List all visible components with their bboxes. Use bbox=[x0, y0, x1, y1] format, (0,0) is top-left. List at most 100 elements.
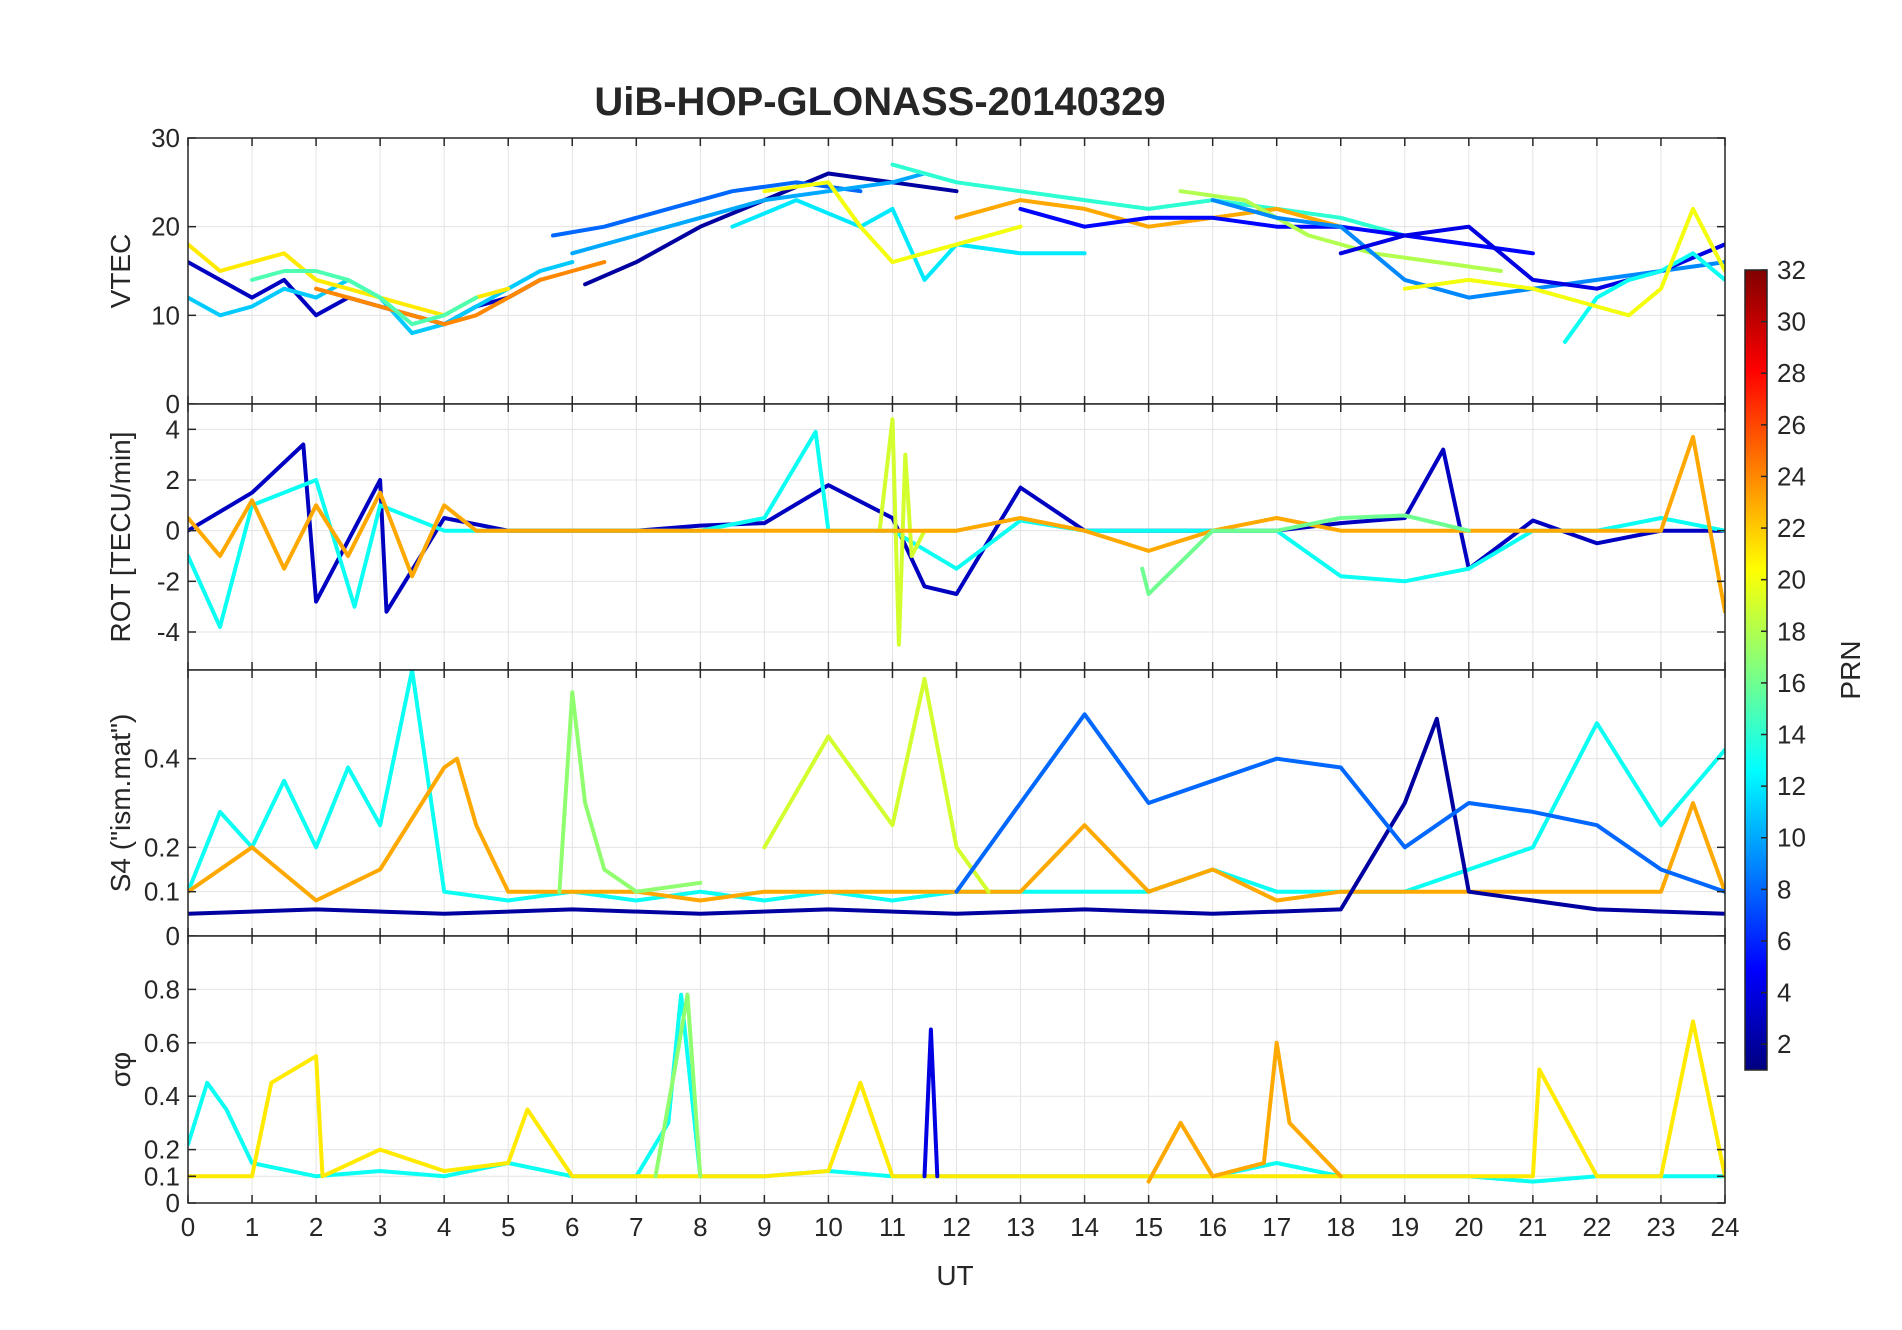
colorbar-tick-label: 32 bbox=[1777, 255, 1806, 285]
y-axis-label: VTEC bbox=[105, 234, 136, 309]
series-prn-8 bbox=[954, 712, 1725, 894]
x-tick-label: 5 bbox=[501, 1212, 515, 1242]
series-prn-23 bbox=[188, 434, 1725, 614]
series-prn-4 bbox=[922, 1027, 940, 1179]
y-tick-label: 0.2 bbox=[144, 1135, 180, 1165]
x-tick-label: 9 bbox=[757, 1212, 771, 1242]
panel-ticks bbox=[187, 936, 1726, 1204]
y-tick-label: 0 bbox=[166, 389, 180, 419]
series-prn-23 bbox=[1146, 1040, 1343, 1184]
x-tick-label: 8 bbox=[693, 1212, 707, 1242]
series-prn-15 bbox=[250, 269, 479, 327]
y-tick-label: 4 bbox=[166, 414, 180, 444]
colorbar-tick-label: 12 bbox=[1777, 771, 1806, 801]
y-axis-label: σφ bbox=[105, 1052, 136, 1087]
panel-rot: -4 -2 0 2 4 ROT [TECU/min] bbox=[105, 403, 1726, 671]
x-axis-label: UT bbox=[936, 1260, 973, 1291]
colorbar-bar bbox=[1744, 269, 1768, 1071]
series-prn-21 bbox=[188, 1019, 1725, 1179]
x-tick-label: 21 bbox=[1518, 1212, 1547, 1242]
colorbar-tick-label: 20 bbox=[1777, 565, 1806, 595]
x-tick-label: 17 bbox=[1262, 1212, 1291, 1242]
x-tick-label: 6 bbox=[565, 1212, 579, 1242]
colorbar-tick-label: 10 bbox=[1777, 823, 1806, 853]
colorbar-tick-label: 30 bbox=[1777, 307, 1806, 337]
y-tick-label: -2 bbox=[157, 566, 180, 596]
y-tick-label: 0 bbox=[166, 516, 180, 546]
y-tick-label: 0.1 bbox=[144, 877, 180, 907]
x-tick-label: 19 bbox=[1390, 1212, 1419, 1242]
y-tick-label: 20 bbox=[151, 212, 180, 242]
colorbar-tick-label: 2 bbox=[1777, 1029, 1791, 1059]
panel-series bbox=[188, 992, 1725, 1184]
x-tick-label: 22 bbox=[1582, 1212, 1611, 1242]
y-tick-label: 10 bbox=[151, 300, 180, 330]
series-prn-23 bbox=[954, 198, 1343, 229]
chart-title: UiB-HOP-GLONASS-20140329 bbox=[594, 80, 1165, 124]
series-prn-17 bbox=[653, 992, 703, 1179]
x-tick-label: 4 bbox=[437, 1212, 451, 1242]
series-prn-20 bbox=[1402, 206, 1725, 318]
series-prn-2 bbox=[188, 716, 1725, 916]
colorbar-tick-label: 22 bbox=[1777, 513, 1806, 543]
panel-s4: 0 0.1 0.2 0.4 S4 ("ism.mat") bbox=[105, 669, 1726, 951]
y-tick-label: 0.8 bbox=[144, 974, 180, 1004]
panel-series bbox=[188, 417, 1725, 647]
colorbar-tick-label: 28 bbox=[1777, 358, 1806, 388]
colorbar-tick-label: 26 bbox=[1777, 410, 1806, 440]
y-tick-label: 0.6 bbox=[144, 1028, 180, 1058]
series-prn-19 bbox=[762, 676, 991, 894]
y-axis-label: S4 ("ism.mat") bbox=[105, 714, 136, 893]
series-prn-23 bbox=[188, 756, 1725, 903]
panel-vtec: 0 10 20 30 VTEC bbox=[105, 123, 1726, 419]
x-tick-label: 0 bbox=[181, 1212, 195, 1242]
x-tick-label: 16 bbox=[1198, 1212, 1227, 1242]
x-tick-label: 10 bbox=[814, 1212, 843, 1242]
x-tick-label: 2 bbox=[309, 1212, 323, 1242]
colorbar-tick-label: 8 bbox=[1777, 874, 1791, 904]
x-tick-label: 23 bbox=[1646, 1212, 1675, 1242]
panel-grid bbox=[187, 404, 1726, 670]
series-prn-14 bbox=[890, 162, 1407, 238]
series-prn-12 bbox=[730, 198, 1087, 282]
series-prn-24 bbox=[314, 260, 607, 327]
y-tick-label: 0.2 bbox=[144, 832, 180, 862]
x-tick-label: 7 bbox=[629, 1212, 643, 1242]
x-axis: 0 1 2 3 4 5 6 7 8 9 10 11 12 13 14 15 16 17 18 19 20 21 22 23 24 bbox=[181, 1212, 1740, 1242]
colorbar-tick-label: 6 bbox=[1777, 926, 1791, 956]
y-axis-label: ROT [TECU/min] bbox=[105, 431, 136, 642]
y-tick-label: 2 bbox=[166, 465, 180, 495]
x-tick-label: 14 bbox=[1070, 1212, 1099, 1242]
series-prn-18 bbox=[1178, 189, 1503, 273]
x-tick-label: 3 bbox=[373, 1212, 387, 1242]
colorbar-label: PRN bbox=[1835, 640, 1866, 699]
y-tick-label: 0 bbox=[166, 1188, 180, 1218]
series-prn-5 bbox=[1018, 206, 1535, 256]
y-tick-label: 0.1 bbox=[144, 1161, 180, 1191]
panel-series bbox=[188, 162, 1725, 344]
series-prn-20 bbox=[762, 180, 1023, 265]
series-prn-17 bbox=[557, 690, 703, 894]
x-tick-label: 1 bbox=[245, 1212, 259, 1242]
colorbar-tick-label: 18 bbox=[1777, 616, 1806, 646]
x-tick-label: 12 bbox=[942, 1212, 971, 1242]
colorbar-tick-label: 4 bbox=[1777, 978, 1791, 1008]
y-tick-label: 30 bbox=[151, 123, 180, 153]
x-tick-label: 20 bbox=[1454, 1212, 1483, 1242]
panel-series bbox=[188, 670, 1725, 916]
panel-ticks bbox=[187, 137, 1726, 405]
panel-sigma_phi: 00.10.2 0.4 0.6 0.8 σφ bbox=[105, 935, 1726, 1218]
x-tick-label: 11 bbox=[879, 1212, 906, 1242]
colorbar-tick-label: 14 bbox=[1777, 720, 1806, 750]
y-tick-label: 0.4 bbox=[144, 1081, 180, 1111]
x-tick-label: 18 bbox=[1326, 1212, 1355, 1242]
x-tick-label: 15 bbox=[1134, 1212, 1163, 1242]
x-tick-label: 13 bbox=[1006, 1212, 1035, 1242]
series-prn-16 bbox=[1140, 513, 1471, 596]
series-prn-9 bbox=[1210, 198, 1725, 300]
y-tick-label: 0.4 bbox=[144, 744, 180, 774]
panel-ticks bbox=[187, 404, 1726, 670]
